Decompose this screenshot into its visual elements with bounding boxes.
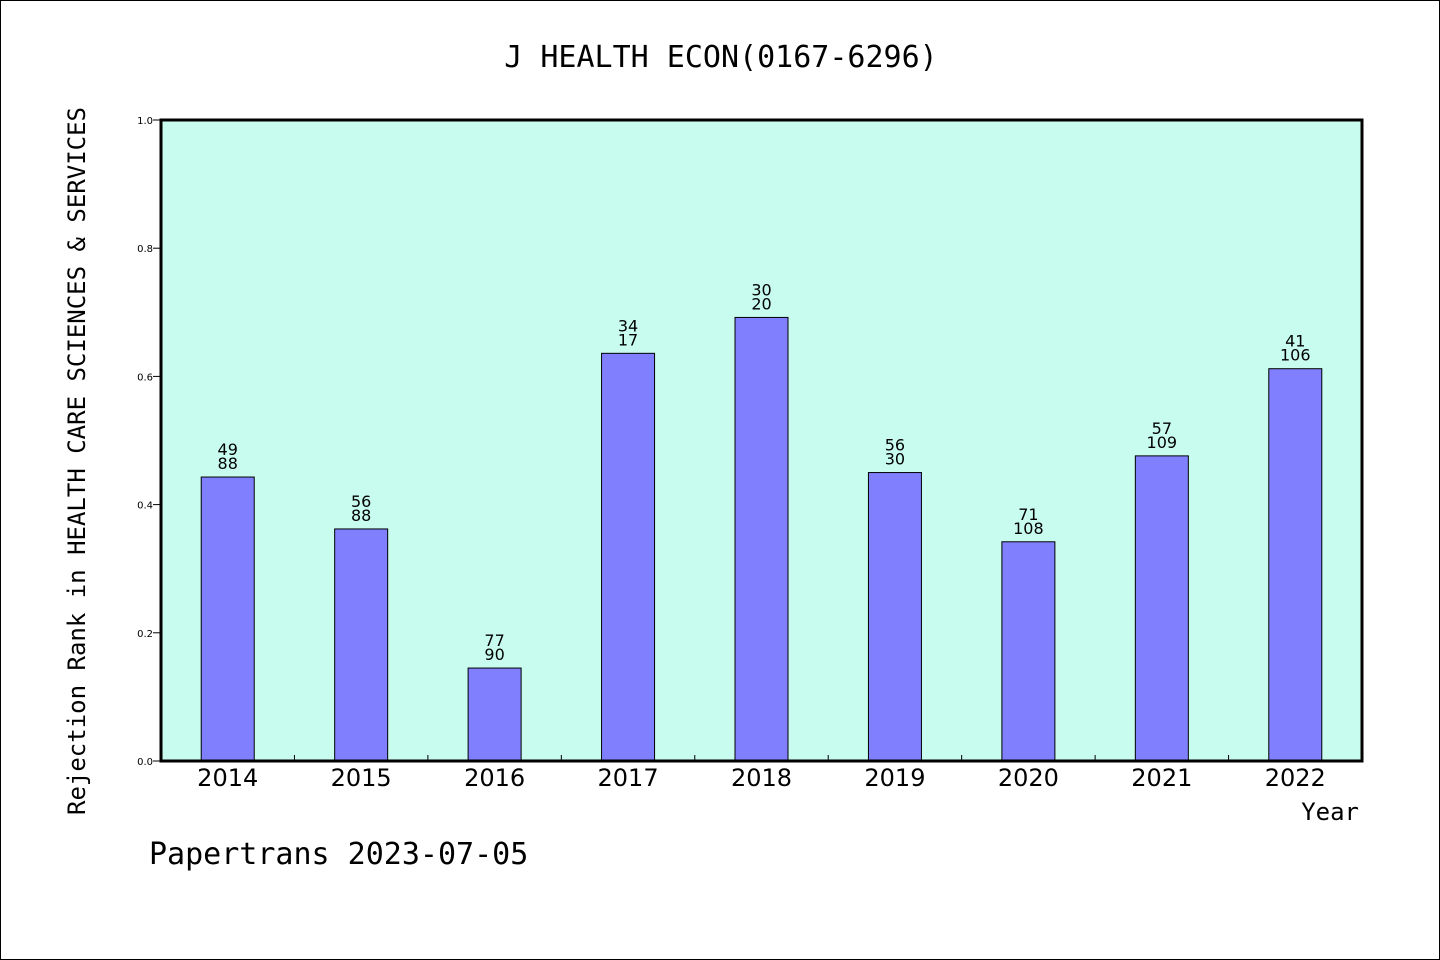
bar-2018 bbox=[734, 316, 789, 762]
bar-label-bottom: 30 bbox=[885, 450, 905, 469]
footer-credit: Papertrans 2023-07-05 bbox=[149, 837, 528, 872]
bar-label-top: 41 bbox=[1285, 332, 1305, 351]
bar-label-bottom: 88 bbox=[218, 454, 238, 473]
bar-label-top: 49 bbox=[218, 440, 238, 459]
bar-label-top: 56 bbox=[351, 492, 371, 511]
y-tick-label: 0.2 bbox=[137, 629, 153, 640]
y-tick-label: 0.4 bbox=[137, 501, 153, 512]
y-tick-label: 0.6 bbox=[137, 372, 153, 383]
bar-label-bottom: 106 bbox=[1280, 346, 1311, 365]
bar-2014 bbox=[200, 476, 255, 762]
y-tick-label: 0.8 bbox=[137, 244, 153, 255]
x-tick-label: 2016 bbox=[464, 764, 525, 792]
x-tick-label: 2019 bbox=[864, 764, 925, 792]
x-axis: 2014 2015 2016 2017 2018 2019 2020 2021 2022 bbox=[197, 755, 1326, 792]
y-axis: 0.0 0.2 0.4 0.6 0.8 1.0 bbox=[137, 116, 161, 768]
bar-label-top: 30 bbox=[751, 280, 771, 299]
bar-label-top: 57 bbox=[1152, 419, 1172, 438]
x-tick-label: 2022 bbox=[1265, 764, 1326, 792]
bar-2016 bbox=[467, 667, 522, 762]
bar-label-bottom: 90 bbox=[484, 645, 504, 664]
y-tick-label: 0.0 bbox=[137, 757, 153, 768]
bar-label-top: 71 bbox=[1018, 505, 1038, 524]
y-axis-label: Rejection Rank in HEALTH CARE SCIENCES &… bbox=[63, 107, 91, 815]
bar-label-bottom: 108 bbox=[1013, 519, 1044, 538]
bar-2017 bbox=[601, 352, 656, 762]
chart-title: J HEALTH ECON(0167-6296) bbox=[504, 40, 937, 75]
x-tick-label: 2017 bbox=[598, 764, 659, 792]
bars-layer bbox=[200, 316, 1323, 762]
x-tick-label: 2018 bbox=[731, 764, 792, 792]
bar-label-top: 34 bbox=[618, 316, 638, 335]
bar-2019 bbox=[867, 472, 922, 762]
bar-label-bottom: 20 bbox=[751, 294, 771, 313]
bar-2020 bbox=[1001, 541, 1056, 762]
y-tick-label: 1.0 bbox=[137, 116, 153, 127]
x-tick-label: 2014 bbox=[197, 764, 258, 792]
bar-label-top: 56 bbox=[885, 436, 905, 455]
plot-frame bbox=[159, 118, 1364, 763]
x-tick-label: 2021 bbox=[1131, 764, 1192, 792]
bar-label-top: 77 bbox=[484, 631, 504, 650]
bar-label-bottom: 17 bbox=[618, 330, 638, 349]
bar-2021 bbox=[1134, 455, 1189, 762]
x-tick-label: 2020 bbox=[998, 764, 1059, 792]
bar-2015 bbox=[334, 528, 389, 762]
x-tick-label: 2015 bbox=[331, 764, 392, 792]
bar-2022 bbox=[1268, 368, 1323, 762]
bar-label-bottom: 109 bbox=[1147, 433, 1178, 452]
bar-label-bottom: 88 bbox=[351, 506, 371, 525]
x-axis-label: Year bbox=[1301, 798, 1359, 826]
